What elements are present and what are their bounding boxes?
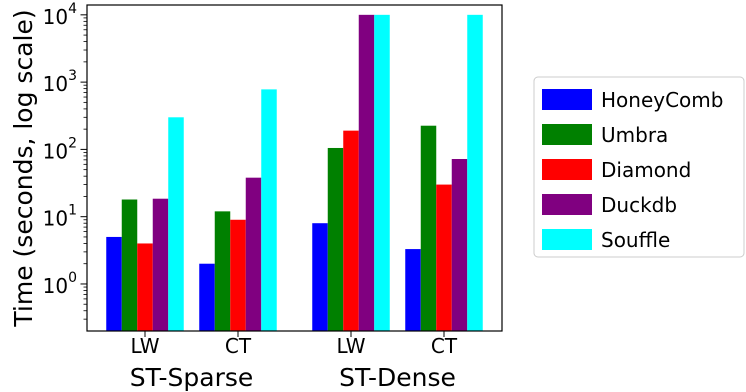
bar-duckdb-1 bbox=[245, 177, 262, 331]
y-tick-label: 104 bbox=[43, 1, 77, 29]
bar-honeycomb-2 bbox=[312, 223, 328, 331]
group-label: ST-Dense bbox=[339, 363, 456, 392]
bar-diamond-2 bbox=[343, 130, 359, 331]
bars-layer bbox=[106, 14, 483, 332]
legend-swatch-umbra bbox=[542, 124, 592, 145]
legend-label-umbra: Umbra bbox=[601, 123, 668, 147]
legend-swatch-honeycomb bbox=[542, 89, 592, 110]
y-tick-label: 101 bbox=[43, 203, 77, 231]
legend-swatch-diamond bbox=[542, 159, 592, 180]
legend-swatch-duckdb bbox=[542, 194, 592, 215]
bar-duckdb-0 bbox=[152, 198, 169, 331]
legend-label-souffle: Souffle bbox=[601, 228, 670, 252]
legend-label-duckdb: Duckdb bbox=[601, 193, 677, 217]
bar-duckdb-2 bbox=[358, 14, 375, 331]
legend-swatch-souffle bbox=[542, 229, 592, 250]
bar-diamond-1 bbox=[230, 219, 246, 331]
bar-souffle-1 bbox=[261, 89, 277, 331]
bar-duckdb-3 bbox=[451, 159, 468, 331]
bar-souffle-2 bbox=[374, 14, 390, 331]
bar-umbra-2 bbox=[327, 147, 344, 331]
bar-umbra-1 bbox=[214, 211, 231, 331]
bar-souffle-0 bbox=[168, 117, 184, 332]
y-tick-label: 100 bbox=[43, 270, 77, 298]
bar-umbra-0 bbox=[121, 199, 138, 331]
legend: HoneyComb Umbra Diamond Duckdb Souffle bbox=[533, 76, 745, 258]
plot-frame bbox=[86, 4, 503, 332]
x-tick-label: CT bbox=[431, 334, 458, 358]
y-axis-title: Time (seconds, log scale) bbox=[9, 9, 38, 327]
legend-label-honeycomb: HoneyComb bbox=[601, 88, 723, 112]
y-axis: 100 101 102 103 104 bbox=[43, 1, 87, 320]
group-label: ST-Sparse bbox=[130, 363, 254, 392]
bar-umbra-3 bbox=[420, 125, 437, 331]
bar-honeycomb-1 bbox=[199, 263, 215, 331]
bar-souffle-3 bbox=[467, 14, 483, 331]
legend-label-diamond: Diamond bbox=[601, 158, 691, 182]
bar-honeycomb-3 bbox=[405, 249, 421, 331]
x-tick-label: LW bbox=[130, 334, 159, 358]
y-tick-label: 103 bbox=[43, 68, 77, 96]
bar-honeycomb-0 bbox=[106, 236, 122, 331]
x-tick-label: CT bbox=[225, 334, 252, 358]
bar-diamond-0 bbox=[137, 243, 153, 331]
x-axis: LW CT LW CT ST-Sparse ST-Dense bbox=[130, 331, 458, 392]
y-tick-label: 102 bbox=[43, 135, 77, 163]
bar-diamond-3 bbox=[436, 184, 452, 331]
x-tick-label: LW bbox=[336, 334, 365, 358]
